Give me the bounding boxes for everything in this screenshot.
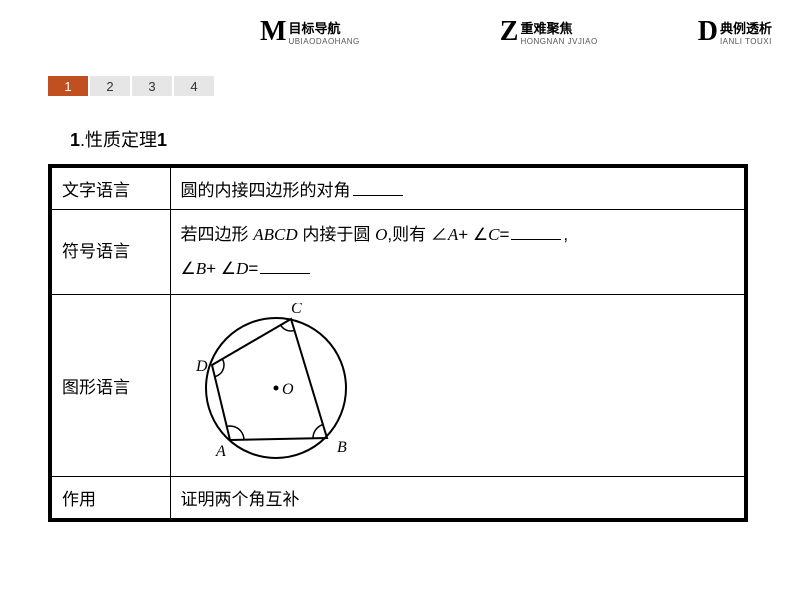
header-nav: M 目标导航 UBIAODAOHANG Z 重难聚焦 HONGNAN JVJIA… xyxy=(0,0,800,46)
content-usage: 证明两个角互补 xyxy=(170,477,746,521)
section-title: 1.性质定理1 xyxy=(70,126,800,152)
header-item-goals: M 目标导航 UBIAODAOHANG xyxy=(260,18,360,46)
row-symbol-language: 符号语言 若四边形 ABCD 内接于圆 O,则有 ∠A+ ∠C=, ∠B+ ∠D… xyxy=(50,210,746,295)
label-symbol-lang: 符号语言 xyxy=(50,210,170,295)
header-letter: M xyxy=(260,18,286,46)
fill-blank xyxy=(511,223,561,240)
header-cn: 典例透析 xyxy=(720,18,772,37)
label-text-lang: 文字语言 xyxy=(50,166,170,210)
tab-2[interactable]: 2 xyxy=(90,76,130,96)
tab-3[interactable]: 3 xyxy=(132,76,172,96)
row-figure-language: 图形语言 O A B C D xyxy=(50,295,746,477)
inscribed-quadrilateral-diagram: O A B C D xyxy=(181,303,381,468)
point-labels: O A B C D xyxy=(195,303,347,460)
center-dot xyxy=(273,386,278,391)
header-cn: 重难聚焦 xyxy=(520,18,597,37)
label-figure-lang: 图形语言 xyxy=(50,295,170,477)
content-figure-lang: O A B C D xyxy=(170,295,746,477)
fill-blank xyxy=(260,257,310,274)
label-usage: 作用 xyxy=(50,477,170,521)
section-suffix: 1 xyxy=(157,130,167,150)
header-cn: 目标导航 xyxy=(288,18,359,37)
header-item-focus: Z 重难聚焦 HONGNAN JVJIAO xyxy=(500,18,598,46)
svg-text:C: C xyxy=(291,303,302,317)
header-letter: D xyxy=(698,18,718,46)
header-pinyin: IANLI TOUXI xyxy=(720,37,772,46)
svg-text:A: A xyxy=(215,443,226,460)
content-symbol-lang: 若四边形 ABCD 内接于圆 O,则有 ∠A+ ∠C=, ∠B+ ∠D= xyxy=(170,210,746,295)
row-text-language: 文字语言 圆的内接四边形的对角 xyxy=(50,166,746,210)
tab-4[interactable]: 4 xyxy=(174,76,214,96)
row-usage: 作用 证明两个角互补 xyxy=(50,477,746,521)
content-text-lang: 圆的内接四边形的对角 xyxy=(170,166,746,210)
header-item-examples: D 典例透析 IANLI TOUXI xyxy=(698,18,772,46)
section-title-text: 性质定理 xyxy=(85,130,157,150)
svg-text:O: O xyxy=(282,381,294,398)
fill-blank xyxy=(353,179,403,196)
section-number: 1 xyxy=(70,130,80,150)
theorem-table: 文字语言 圆的内接四边形的对角 符号语言 若四边形 ABCD 内接于圆 O,则有… xyxy=(48,164,748,522)
tab-1[interactable]: 1 xyxy=(48,76,88,96)
svg-text:B: B xyxy=(337,439,347,456)
header-pinyin: UBIAODAOHANG xyxy=(288,37,359,46)
header-letter: Z xyxy=(500,18,519,46)
header-pinyin: HONGNAN JVJIAO xyxy=(520,37,597,46)
angle-marks xyxy=(214,325,322,440)
tab-bar: 1 2 3 4 xyxy=(48,76,800,96)
svg-text:D: D xyxy=(195,358,208,375)
